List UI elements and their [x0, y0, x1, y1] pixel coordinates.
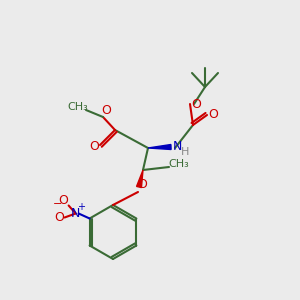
Text: N: N	[71, 207, 80, 220]
Text: O: O	[55, 211, 64, 224]
Text: O: O	[208, 109, 218, 122]
Text: O: O	[89, 140, 99, 152]
Text: O: O	[137, 178, 147, 191]
Text: N: N	[172, 140, 182, 154]
Polygon shape	[136, 170, 143, 188]
Text: +: +	[76, 202, 85, 212]
Polygon shape	[148, 145, 171, 149]
Text: O: O	[101, 103, 111, 116]
Text: H: H	[181, 147, 189, 157]
Text: CH₃: CH₃	[68, 102, 88, 112]
Text: O: O	[59, 194, 69, 207]
Text: −: −	[53, 200, 62, 209]
Text: CH₃: CH₃	[169, 159, 189, 169]
Text: O: O	[191, 98, 201, 112]
